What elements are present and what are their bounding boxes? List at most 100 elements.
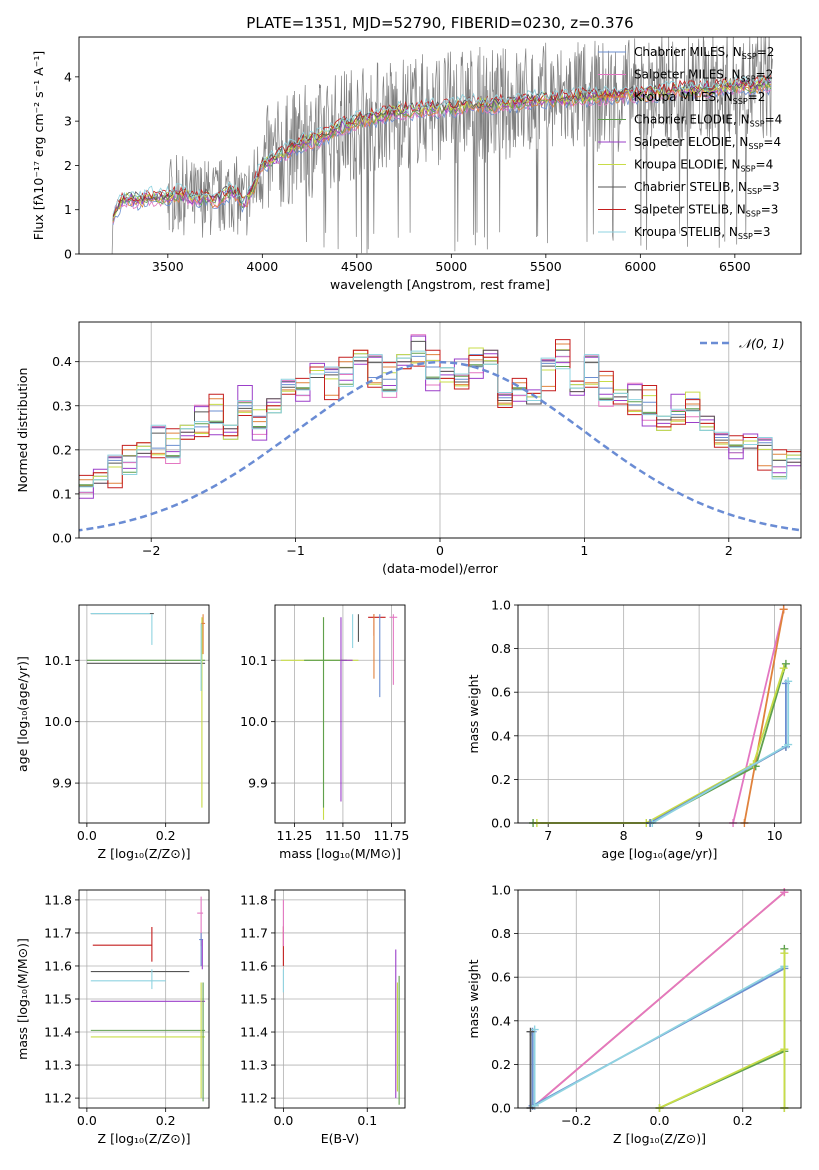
- residuals-panel: −2 −1 0 1 2 0.0 0.1 0.2 0.3 0.4 (data-model)/error…: [15, 321, 802, 576]
- y-tick-label: 11.5: [44, 992, 72, 1007]
- legend-label-suffix: =3: [761, 203, 779, 217]
- axes-frame: [517, 604, 802, 824]
- y-tick-label: 11.6: [240, 958, 268, 973]
- y-tick-label: 0.6: [491, 685, 511, 700]
- axes-frame: [78, 36, 802, 255]
- y-tick-label: 11.2: [240, 1091, 268, 1106]
- y-tick-label: 1: [64, 202, 72, 217]
- legend-label-main: Salpeter MILES, N: [634, 68, 741, 82]
- x-tick-label: 11.25: [277, 828, 313, 843]
- massweight-vs-Z-panel: −0.2 0.0 0.2 0.0 0.2 0.4 0.6 0.8 1.0 Z [log₁₀(Z/Z…: [466, 883, 802, 1146]
- x-tick-label: 0.0: [77, 828, 97, 843]
- y-tick-label: 11.2: [44, 1091, 72, 1106]
- mass-weight-marker: [780, 888, 789, 897]
- mass-weight-line: [732, 609, 785, 824]
- legend-label-sub: SSP: [738, 232, 753, 241]
- mass-weight-marker: [781, 659, 790, 668]
- legend-label-main: Kroupa STELIB, N: [634, 225, 738, 239]
- x-tick-label: 5000: [435, 259, 467, 274]
- panels-group: 3500 4000 4500 5000 5500 6000 6500 0 1 2 3 4 wavelen…: [15, 36, 802, 1146]
- y-tick-label: 11.5: [240, 992, 268, 1007]
- error-bar-point: [280, 617, 359, 820]
- x-tick-label: 0.1: [357, 1113, 377, 1128]
- legend-label-sub: SSP: [746, 210, 761, 219]
- error-bar-point: [340, 617, 353, 802]
- legend-label-suffix: =3: [753, 225, 771, 239]
- x-tick-label: 8: [620, 828, 628, 843]
- x-axis-label: wavelength [Angstrom, rest frame]: [330, 277, 550, 292]
- x-axis-label: E(B-V): [321, 1131, 360, 1146]
- error-bar-point: [197, 896, 204, 947]
- histogram-step-line: [79, 335, 801, 499]
- y-tick-label: 1.0: [491, 598, 511, 613]
- mass-weight-marker: [526, 1027, 535, 1036]
- y-tick-label: 11.4: [44, 1025, 72, 1040]
- histogram-step-line: [79, 340, 801, 490]
- spectrum-panel: 3500 4000 4500 5000 5500 6000 6500 0 1 2 3 4 wavelen…: [31, 36, 802, 292]
- legend-label-suffix: =2: [757, 45, 775, 59]
- legend-label-sub: SSP: [742, 52, 757, 61]
- legend-label-suffix: =4: [763, 135, 781, 149]
- x-tick-label: 11.75: [374, 828, 410, 843]
- y-tick-label: 0.2: [491, 1057, 511, 1072]
- normal-curve-line: [79, 360, 801, 532]
- y-tick-label: 0.6: [491, 970, 511, 985]
- legend-label-suffix: =4: [756, 158, 774, 172]
- legend-label-suffix: =2: [748, 90, 766, 104]
- mass-weight-line: [659, 948, 786, 1109]
- legend-label: Chabrier MILES, NSSP=2: [634, 45, 774, 61]
- error-bar-point: [304, 617, 347, 808]
- axes-frame: [517, 889, 802, 1109]
- y-tick-label: 11.7: [240, 925, 268, 940]
- legend-label: Kroupa MILES, NSSP=2: [634, 90, 765, 106]
- histogram-step-line: [79, 347, 801, 494]
- y-tick-label: 11.3: [240, 1058, 268, 1073]
- histogram-step-line: [79, 350, 801, 488]
- x-tick-label: 5500: [530, 259, 562, 274]
- mass-weight-line: [536, 667, 785, 824]
- mass-weight-marker: [779, 605, 788, 614]
- mass-weight-marker: [530, 1101, 539, 1110]
- x-tick-label: 6500: [719, 259, 751, 274]
- spectrum-plot-area: [111, 37, 773, 254]
- x-axis-label: Z [log₁₀(Z/Z⊙)]: [98, 846, 191, 861]
- axes-frame: [78, 889, 210, 1109]
- x-tick-label: 11.50: [325, 828, 361, 843]
- y-tick-label: 10.0: [44, 714, 72, 729]
- axes-frame: [274, 604, 406, 824]
- legend-label-suffix: =4: [765, 113, 783, 127]
- mass-weight-line: [659, 953, 786, 1109]
- legend-label-main: Chabrier STELIB, N: [634, 180, 747, 194]
- x-tick-label: 3500: [152, 259, 184, 274]
- axes-frame: [78, 321, 802, 539]
- legend-label-main: Chabrier MILES, N: [634, 45, 742, 59]
- x-tick-label: −1: [286, 543, 304, 558]
- x-tick-label: 2: [725, 543, 733, 558]
- model-spectrum-line: [112, 73, 772, 215]
- y-tick-label: 10.0: [240, 714, 268, 729]
- x-tick-label: 9: [695, 828, 703, 843]
- mass-weight-marker: [779, 664, 788, 673]
- x-tick-label: 7: [544, 828, 552, 843]
- x-tick-label: 0.0: [273, 1113, 293, 1128]
- mass-weight-series: [529, 659, 790, 827]
- error-bar-point: [201, 614, 206, 655]
- legend-label: Salpeter STELIB, NSSP=3: [634, 203, 778, 219]
- x-tick-label: 0.2: [156, 1113, 176, 1128]
- legend-label: 𝒩(0, 1): [739, 336, 785, 351]
- y-tick-label: 0.0: [491, 1101, 511, 1116]
- histogram-step-line: [79, 343, 801, 492]
- y-tick-label: 0.4: [491, 728, 511, 743]
- y-tick-label: 0.2: [52, 442, 72, 457]
- x-tick-label: 0: [436, 543, 444, 558]
- legend-label-main: Salpeter STELIB, N: [634, 203, 746, 217]
- x-tick-label: 0.2: [733, 1113, 753, 1128]
- mass-weight-series: [532, 664, 788, 827]
- mass-weight-marker: [784, 740, 793, 749]
- age-vs-Z-panel: 0.0 0.2 9.9 10.0 10.1 Z [log₁₀(Z/Z⊙)] age [log…: [15, 604, 210, 861]
- y-tick-label: 11.8: [240, 892, 268, 907]
- x-tick-label: −0.2: [561, 1113, 591, 1128]
- y-tick-label: 11.4: [240, 1025, 268, 1040]
